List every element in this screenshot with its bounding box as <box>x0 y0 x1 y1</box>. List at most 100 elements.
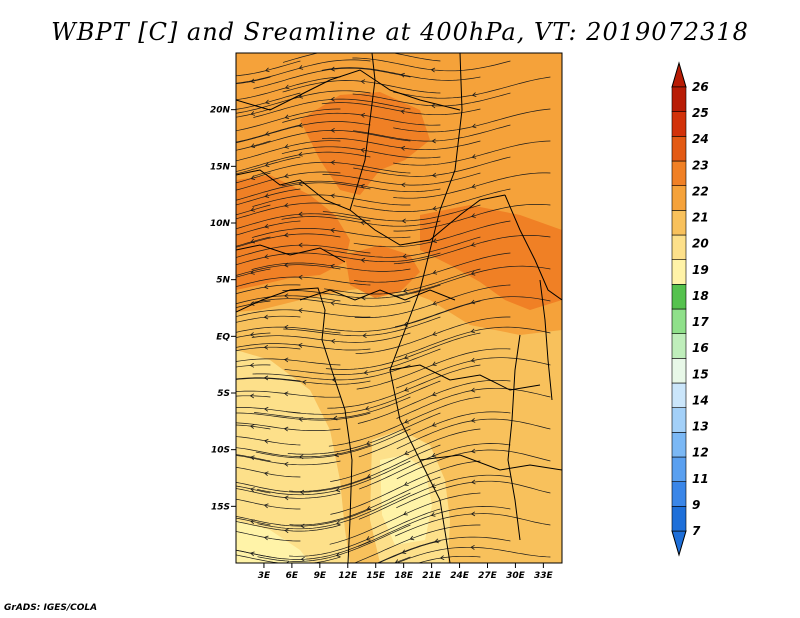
streamline-arrowhead <box>335 552 341 557</box>
colorbar-label: 25 <box>692 106 709 120</box>
coastline-borders-layer <box>236 53 562 563</box>
streamline-arrowhead <box>284 144 289 149</box>
streamline-arrowhead <box>431 103 436 109</box>
streamline-arrowhead <box>360 79 366 85</box>
streamline-arrowhead <box>432 238 438 244</box>
colorbar-swatch <box>671 358 687 384</box>
streamline-arrowhead <box>403 481 409 486</box>
colorbar: 7 9 11 12 13 14 15 16 17 18 19 20 21 22 23 24 25 26 <box>671 61 709 557</box>
streamline-arrowhead <box>401 218 406 224</box>
streamline-arrowhead <box>264 223 269 229</box>
streamline-arrowhead <box>284 114 290 120</box>
streamline <box>236 59 371 84</box>
streamline-arrowhead <box>470 387 476 393</box>
colorbar-swatch <box>671 160 687 186</box>
colorbar-swatch <box>671 234 687 260</box>
map-axes: 20N 15N 10N 5N EQ 5S 10S 15S 3E 6E 9E 12E 15E 18E 21E 2… <box>210 106 554 581</box>
streamline-arrowhead <box>249 332 255 337</box>
streamline-arrowhead <box>431 483 436 488</box>
streamline <box>236 309 371 318</box>
streamline-arrowhead <box>285 561 289 563</box>
streamline <box>236 554 341 563</box>
streamline-arrowhead <box>264 131 270 136</box>
streamline <box>236 151 371 172</box>
streamline-arrowhead <box>470 299 476 305</box>
streamline-arrowhead <box>402 288 408 294</box>
streamline <box>236 332 271 338</box>
streamline <box>236 436 301 446</box>
streamline-arrowhead <box>432 270 438 275</box>
map-frame <box>235 52 563 564</box>
streamline-arrowhead <box>263 254 269 259</box>
colorbar-label: 7 <box>692 524 701 538</box>
streamline <box>236 444 371 458</box>
streamline-arrowhead <box>432 331 437 336</box>
streamline-arrowhead <box>365 440 371 446</box>
streamline-arrowhead <box>263 406 269 412</box>
colorbar-label: 24 <box>692 132 709 146</box>
colorbar-swatch <box>671 284 687 310</box>
streamline-arrowhead <box>250 111 256 116</box>
colorbar-swatch <box>671 308 687 334</box>
x-tick-label: 21E <box>422 571 442 581</box>
y-tick-label: 10S <box>211 446 230 456</box>
streamline-arrowhead <box>298 274 303 280</box>
streamline-arrowhead <box>439 555 445 560</box>
streamline <box>236 213 371 230</box>
country-border <box>507 334 521 541</box>
streamline-arrowhead <box>471 183 476 189</box>
colorbar-label: 12 <box>692 446 709 460</box>
streamline-arrowhead <box>430 67 436 73</box>
country-border <box>236 69 461 111</box>
streamline <box>236 182 371 201</box>
streamline-arrowhead <box>431 453 437 458</box>
colorbar-label: 9 <box>692 498 700 512</box>
streamline <box>236 498 301 510</box>
streamline-arrowhead <box>249 393 255 399</box>
streamline-arrowhead <box>470 448 476 454</box>
streamline-arrowhead <box>284 173 289 179</box>
colorbar-label: 18 <box>692 289 709 303</box>
streamline-arrowhead <box>284 528 289 534</box>
x-tick-label: 24E <box>450 571 470 581</box>
streamline <box>236 284 301 295</box>
streamline <box>236 124 301 143</box>
field-region-23-west <box>236 175 350 290</box>
streamline-arrowhead <box>404 419 409 424</box>
y-tick-label: 20N <box>210 106 231 116</box>
streamline <box>377 540 441 563</box>
streamline <box>236 358 341 366</box>
country-border <box>419 454 562 471</box>
streamline <box>236 412 371 421</box>
streamline <box>236 508 371 527</box>
colorbar-label: 20 <box>692 237 709 251</box>
streamline-arrowhead <box>250 238 255 244</box>
streamline-arrowhead <box>249 362 255 368</box>
streamline-arrowhead <box>432 206 437 211</box>
streamline-arrowhead <box>263 535 269 541</box>
colorbar-label: 26 <box>692 80 709 94</box>
streamline <box>236 244 371 258</box>
colorbar-label: 23 <box>692 158 709 172</box>
streamline <box>236 233 341 248</box>
streamline-arrowhead <box>364 406 370 411</box>
streamline-arrowhead <box>360 147 365 153</box>
streamline <box>236 202 341 220</box>
streamline-arrowhead <box>403 511 408 516</box>
streamline <box>236 220 301 236</box>
streamline-arrowhead <box>284 84 290 90</box>
streamline-arrowhead <box>297 343 303 348</box>
x-tick-label: 15E <box>366 571 386 581</box>
streamline-arrowhead <box>283 461 289 467</box>
streamline <box>236 521 341 532</box>
colorbar-label: 21 <box>692 211 709 225</box>
streamline <box>236 395 271 398</box>
streamline-arrowhead <box>298 308 303 314</box>
streamline-arrowhead <box>401 549 407 554</box>
streamline-layer <box>236 53 551 563</box>
streamline-arrowhead <box>283 262 289 268</box>
streamline-arrowhead <box>363 370 369 375</box>
streamline-arrowhead <box>299 489 305 495</box>
streamline <box>236 476 371 493</box>
